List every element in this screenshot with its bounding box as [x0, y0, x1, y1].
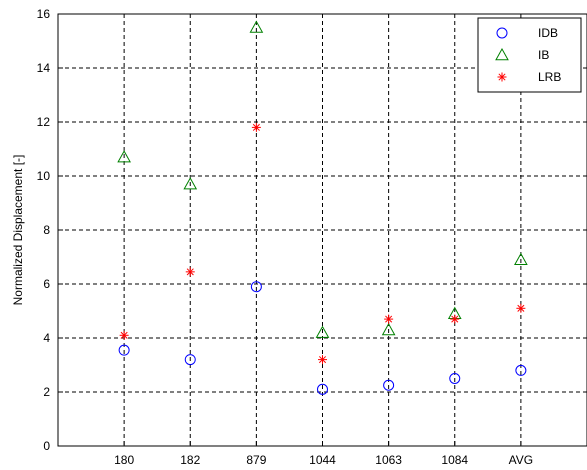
y-tick-label: 12 — [37, 115, 51, 129]
x-tick-label: 879 — [246, 453, 266, 467]
legend: IDB IB LRB — [477, 17, 582, 93]
data-point — [383, 379, 395, 391]
legend-marker — [496, 27, 508, 39]
y-tick-label: 4 — [43, 331, 50, 345]
y-tick-label: 10 — [37, 169, 51, 183]
legend-item: LRB — [497, 70, 561, 84]
y-tick-label: 8 — [43, 223, 50, 237]
axis-ticks — [58, 13, 522, 447]
y-tick-label: 16 — [37, 7, 51, 21]
legend-item: IDB — [496, 26, 558, 40]
data-point — [184, 354, 196, 366]
data-point — [381, 322, 396, 336]
data-point — [317, 383, 328, 395]
data-point — [250, 281, 262, 293]
x-tick-label: 1084 — [441, 453, 468, 467]
data-point — [249, 20, 264, 33]
data-point — [514, 252, 528, 265]
legend-label: LRB — [538, 70, 561, 84]
legend-label: IB — [538, 48, 549, 62]
series-layer — [117, 20, 528, 395]
data-point — [384, 314, 394, 324]
series-idb — [118, 281, 527, 395]
data-point — [318, 355, 327, 365]
y-tick-label: 6 — [43, 277, 50, 291]
x-tick-label: 1044 — [309, 453, 336, 467]
y-axis-title: Normalized Displacement [-] — [11, 155, 25, 306]
legend-label: IDB — [538, 26, 558, 40]
data-point — [119, 330, 129, 340]
x-tick-label: 1063 — [375, 453, 402, 467]
data-point — [185, 267, 195, 277]
data-point — [183, 177, 198, 190]
series-lrb — [119, 122, 526, 365]
legend-marker — [497, 72, 507, 82]
data-point — [516, 303, 526, 313]
x-tick-label: 180 — [114, 453, 134, 467]
legend-item: IB — [495, 47, 549, 62]
data-point — [449, 373, 461, 384]
legend-marker — [495, 47, 509, 61]
y-tick-label: 0 — [43, 439, 50, 453]
y-tick-label: 14 — [37, 61, 51, 75]
data-point — [515, 364, 527, 376]
x-tick-label: AVG — [509, 453, 533, 467]
y-tick-label: 2 — [43, 385, 50, 399]
data-point — [117, 150, 131, 163]
y-tick-labels: 0 2 4 6 8 10 12 14 16 — [37, 7, 51, 453]
data-point — [251, 122, 261, 132]
data-point — [450, 314, 460, 324]
legend-box — [477, 17, 582, 93]
x-tick-label: 182 — [180, 453, 200, 467]
data-point — [315, 325, 330, 338]
data-point — [118, 344, 130, 356]
x-tick-labels: 180 182 879 1044 1063 1084 AVG — [114, 453, 533, 467]
